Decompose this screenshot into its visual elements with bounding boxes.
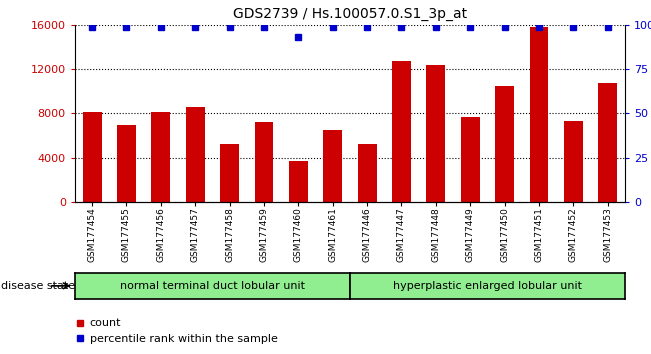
Bar [392,61,411,202]
Bar [598,84,617,202]
Bar [426,65,445,202]
Text: hyperplastic enlarged lobular unit: hyperplastic enlarged lobular unit [393,281,582,291]
Legend: count, percentile rank within the sample: count, percentile rank within the sample [71,314,282,348]
Bar [220,144,239,202]
Bar [152,112,171,202]
Bar [289,161,308,202]
Text: disease state: disease state [1,281,76,291]
Title: GDS2739 / Hs.100057.0.S1_3p_at: GDS2739 / Hs.100057.0.S1_3p_at [233,7,467,21]
Bar [357,144,376,202]
Bar [255,122,273,202]
Bar [495,86,514,202]
Bar [564,121,583,202]
Bar [83,112,102,202]
Bar [529,27,548,202]
Bar [117,125,136,202]
Bar [461,116,480,202]
Bar [324,130,342,202]
Bar [186,107,204,202]
Text: normal terminal duct lobular unit: normal terminal duct lobular unit [120,281,305,291]
